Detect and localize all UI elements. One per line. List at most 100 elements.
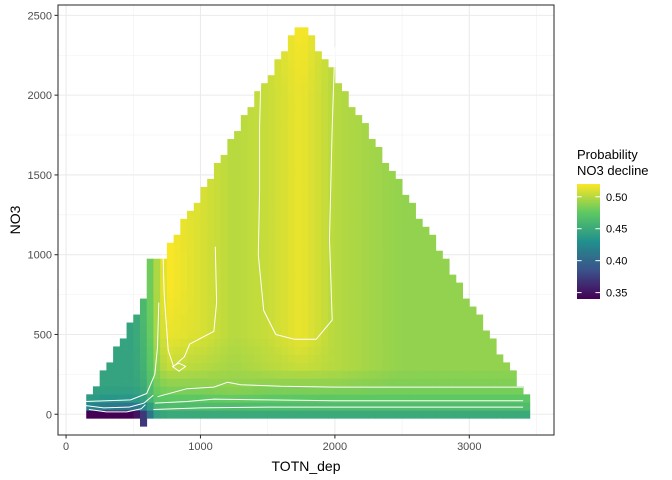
heatmap-cell: [234, 242, 242, 252]
heatmap-cell: [314, 139, 322, 148]
heatmap-cell: [375, 218, 383, 228]
heatmap-cell: [187, 322, 195, 331]
heatmap-cell: [187, 410, 195, 419]
heatmap-cell: [260, 186, 269, 196]
heatmap-cell: [422, 346, 430, 355]
heatmap-cell: [402, 298, 410, 307]
heatmap-cell: [274, 322, 282, 331]
heatmap-cell: [455, 290, 463, 299]
heatmap-cell: [146, 322, 154, 331]
heatmap-cell: [314, 330, 322, 339]
heatmap-cell: [220, 354, 228, 363]
heatmap-cell: [227, 234, 235, 244]
heatmap-cell: [213, 274, 222, 284]
heatmap-cell: [301, 75, 309, 84]
heatmap-cell: [213, 314, 222, 323]
heatmap-cell: [113, 362, 121, 371]
heatmap-cell: [234, 266, 242, 276]
heatmap-cell: [314, 282, 322, 292]
heatmap-cell: [388, 338, 396, 347]
heatmap-cell: [368, 298, 376, 307]
heatmap-cell: [220, 210, 228, 220]
heatmap-cell: [361, 298, 369, 307]
heatmap-cell: [260, 99, 269, 108]
heatmap-cell: [334, 378, 343, 387]
heatmap-cell: [139, 410, 148, 419]
heatmap-cell: [187, 362, 195, 371]
heatmap-cell: [314, 131, 322, 140]
heatmap-cell: [355, 410, 363, 419]
heatmap-cell: [207, 354, 215, 363]
heatmap-cell: [274, 218, 282, 228]
heatmap-cell: [200, 250, 208, 260]
heatmap-cell: [381, 354, 390, 363]
heatmap-cell: [476, 394, 484, 403]
heatmap-cell: [213, 378, 222, 387]
heatmap-cell: [469, 354, 477, 363]
heatmap-cell: [187, 370, 195, 379]
heatmap-cell: [200, 314, 208, 323]
heatmap-cell: [402, 218, 410, 228]
heatmap-cell: [260, 258, 269, 268]
heatmap-cell: [180, 346, 188, 355]
heatmap-cell: [388, 210, 396, 220]
heatmap-cell: [314, 178, 322, 188]
heatmap-cell: [260, 202, 269, 212]
heatmap-cell: [321, 282, 329, 292]
heatmap-cell: [166, 306, 174, 315]
heatmap-cell: [260, 314, 269, 323]
heatmap-cell: [422, 282, 430, 292]
heatmap-cell: [173, 402, 181, 411]
heatmap-cell: [489, 394, 497, 403]
heatmap-cell: [294, 346, 302, 355]
heatmap-cell: [274, 59, 282, 68]
heatmap-cell: [388, 282, 396, 292]
heatmap-cell: [146, 370, 154, 379]
heatmap-cell: [355, 330, 363, 339]
heatmap-cell: [294, 258, 302, 268]
heatmap-cell: [160, 394, 168, 403]
heatmap-cell: [274, 226, 282, 236]
heatmap-cell: [227, 266, 235, 276]
contour-lines: [84, 47, 524, 413]
heatmap-cell: [234, 290, 242, 299]
heatmap-cell: [227, 370, 235, 379]
heatmap-cell: [146, 282, 154, 292]
heatmap-cell: [267, 410, 275, 419]
heatmap-cell: [301, 322, 309, 331]
heatmap-cell: [247, 402, 255, 411]
heatmap-cell: [234, 250, 242, 260]
heatmap-cell: [321, 107, 329, 116]
heatmap-cell: [449, 402, 457, 411]
heatmap-cell: [207, 338, 215, 347]
heatmap-cell: [301, 386, 309, 395]
heatmap-cell: [422, 410, 430, 419]
heatmap-cell: [334, 115, 343, 124]
heatmap-cell: [469, 410, 477, 419]
heatmap-cell: [489, 362, 497, 371]
heatmap-cell: [193, 282, 201, 292]
heatmap-cell: [227, 139, 235, 148]
heatmap-cell: [267, 282, 275, 292]
heatmap-cell: [489, 386, 497, 395]
heatmap-cell: [341, 115, 349, 124]
heatmap-cell: [381, 186, 390, 196]
heatmap-cell: [328, 338, 336, 347]
heatmap-cell: [361, 131, 369, 140]
heatmap-cell: [173, 370, 181, 379]
heatmap-cell: [119, 386, 127, 395]
heatmap-cell: [308, 258, 316, 268]
heatmap-cell: [328, 362, 336, 371]
heatmap-cell: [294, 250, 302, 260]
heatmap-cell: [402, 402, 410, 411]
heatmap-cell: [355, 242, 363, 252]
heatmap-cell: [193, 242, 201, 252]
heatmap-cell: [267, 154, 275, 164]
heatmap-cell: [173, 362, 181, 371]
heatmap-cell: [294, 330, 302, 339]
heatmap-cell: [247, 154, 255, 164]
heatmap-cell: [388, 186, 396, 196]
heatmap-cell: [180, 362, 188, 371]
heatmap-cell: [348, 202, 356, 212]
heatmap-cell: [355, 362, 363, 371]
